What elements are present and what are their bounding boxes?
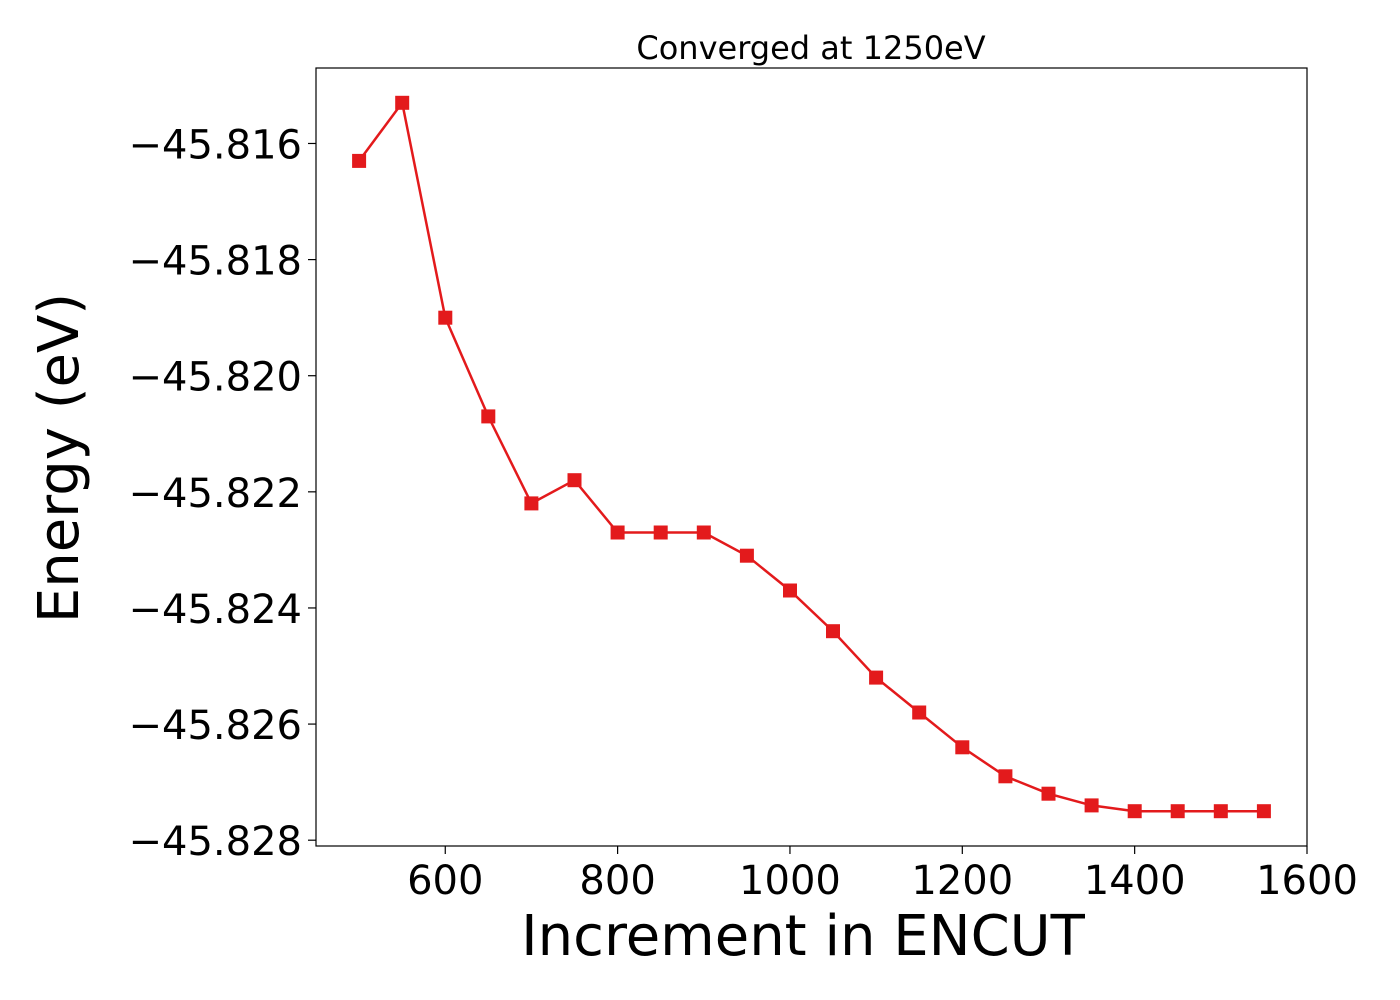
data-point-marker <box>1213 804 1228 819</box>
x-tick-label: 1000 <box>739 858 841 904</box>
data-point-marker <box>1127 804 1142 819</box>
x-tick-label: 1600 <box>1256 858 1358 904</box>
y-axis-label: Energy (eV) <box>27 293 92 623</box>
y-tick-label: −45.824 <box>129 587 302 633</box>
plot-frame <box>315 67 1308 847</box>
data-point-marker <box>610 525 625 540</box>
x-tick-label: 1400 <box>1084 858 1186 904</box>
data-point-marker <box>653 525 668 540</box>
x-tick-label: 1200 <box>911 858 1013 904</box>
data-point-marker <box>1084 798 1099 813</box>
data-point-marker <box>998 769 1013 784</box>
data-point-marker <box>352 153 367 168</box>
y-tick-label: −45.822 <box>129 471 302 517</box>
data-point-marker <box>869 670 884 685</box>
data-point-marker <box>395 95 410 110</box>
y-tick-label: −45.820 <box>129 355 302 401</box>
data-point-marker <box>438 310 453 325</box>
data-point-marker <box>783 583 797 598</box>
series-line <box>358 99 1264 813</box>
data-point-marker <box>1170 804 1185 819</box>
x-tick-label: 800 <box>579 858 655 904</box>
data-point-marker <box>826 624 840 639</box>
data-point-marker <box>912 705 927 720</box>
data-point-marker <box>524 496 539 511</box>
data-point-marker <box>739 548 754 563</box>
y-tick-label: −45.818 <box>129 239 302 285</box>
data-point-marker <box>481 409 496 424</box>
y-tick-label: −45.816 <box>129 122 302 168</box>
data-point-marker <box>1041 786 1056 801</box>
ticks-layer: 600 800 1000 1200 1400 1600 −45.816 −45.818 −45.… <box>129 122 1358 904</box>
y-tick-label: −45.828 <box>129 819 302 865</box>
x-tick-label: 600 <box>407 858 483 904</box>
x-axis-label: Increment in ENCUT <box>521 904 1086 969</box>
data-point-marker <box>955 740 970 755</box>
data-point-marker <box>696 525 711 540</box>
data-point-marker <box>567 473 582 488</box>
y-tick-label: −45.826 <box>129 703 302 749</box>
data-point-marker <box>1256 804 1271 819</box>
series-layer <box>352 95 1271 819</box>
chart-title: Converged at 1250eV <box>636 29 985 67</box>
